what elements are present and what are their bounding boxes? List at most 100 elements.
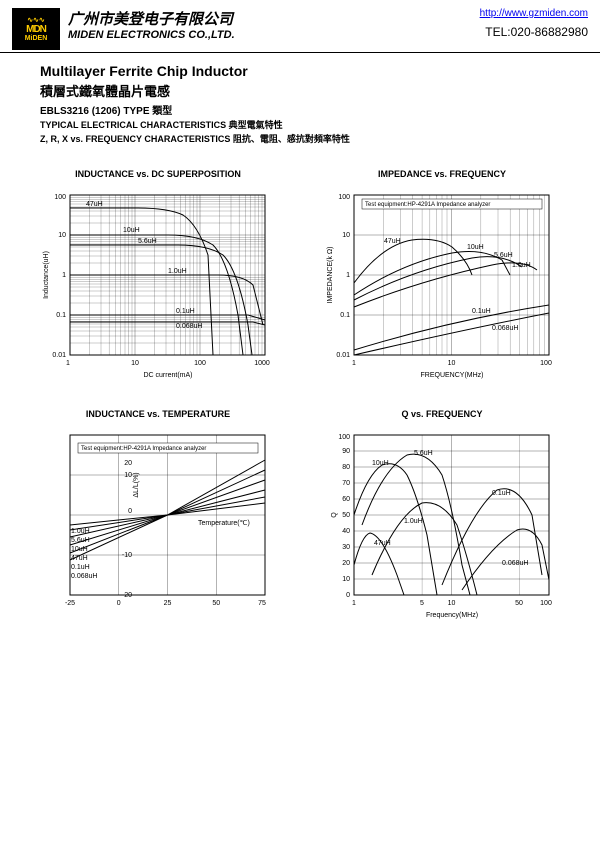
svg-text:100: 100 [540, 600, 552, 607]
svg-text:-20: -20 [122, 592, 132, 599]
svg-text:Inductance(uH): Inductance(uH) [43, 251, 50, 299]
svg-text:75: 75 [258, 600, 266, 607]
svg-text:90: 90 [342, 448, 350, 455]
company-name-block: 广州市美登电子有限公司 MIDEN ELECTRONICS CO.,LTD. [68, 8, 480, 50]
svg-text:FREQUENCY(MHz): FREQUENCY(MHz) [421, 372, 484, 379]
svg-text:Temperature(℃): Temperature(℃) [198, 520, 250, 527]
svg-text:10: 10 [448, 600, 456, 607]
svg-text:0.068uH: 0.068uH [176, 323, 202, 330]
svg-text:0.01: 0.01 [52, 352, 66, 359]
svg-text:1: 1 [62, 272, 66, 279]
svg-text:10: 10 [342, 576, 350, 583]
svg-text:1: 1 [66, 360, 70, 367]
chart-q-freq: Q vs. FREQUENCY [310, 409, 574, 625]
svg-text:5.6uH: 5.6uH [414, 450, 433, 457]
svg-text:0.1uH: 0.1uH [71, 564, 90, 571]
svg-text:60: 60 [342, 496, 350, 503]
chart-canvas: 1 5 10 50 100 0 10 20 30 40 50 60 70 80 … [322, 425, 562, 625]
svg-text:20: 20 [342, 560, 350, 567]
svg-text:47uH: 47uH [86, 201, 103, 208]
svg-text:50: 50 [342, 512, 350, 519]
svg-text:100: 100 [338, 194, 350, 201]
svg-text:100: 100 [540, 360, 552, 367]
svg-text:1: 1 [346, 272, 350, 279]
svg-text:50: 50 [515, 600, 523, 607]
company-name-cn: 广州市美登电子有限公司 [68, 8, 480, 29]
title-cn: 積層式鐵氧體晶片電感 [40, 81, 560, 100]
svg-text:0.1uH: 0.1uH [472, 308, 491, 315]
svg-text:1: 1 [352, 600, 356, 607]
chart-title: INDUCTANCE vs. DC SUPERPOSITION [75, 169, 241, 179]
svg-text:100: 100 [338, 434, 350, 441]
svg-text:25: 25 [164, 600, 172, 607]
title-type: EBLS3216 (1206) TYPE 類型 [40, 102, 560, 117]
chart-impedance-freq: IMPEDANCE vs. FREQUENCY Test equipment:H… [310, 169, 574, 385]
svg-text:1.0uH: 1.0uH [168, 268, 187, 275]
logo-mdn: MDN [26, 24, 46, 35]
svg-text:ΔL/L(%): ΔL/L(%) [133, 472, 140, 497]
svg-text:10: 10 [131, 360, 139, 367]
svg-text:0.068uH: 0.068uH [492, 325, 518, 332]
svg-text:Test equipment:HP-4291A Impeda: Test equipment:HP-4291A Impedance analyz… [365, 202, 490, 208]
svg-text:-10: -10 [122, 552, 132, 559]
svg-text:5.6uH: 5.6uH [71, 537, 90, 544]
title-char2: Z, R, X vs. FREQUENCY CHARACTERISTICS 阻抗… [40, 132, 560, 145]
logo-miden: MiDEN [25, 35, 48, 42]
svg-text:10uH: 10uH [71, 546, 88, 553]
title-main: Multilayer Ferrite Chip Inductor [40, 63, 560, 79]
svg-text:1000: 1000 [254, 360, 270, 367]
svg-text:80: 80 [342, 464, 350, 471]
title-char1: TYPICAL ELECTRICAL CHARACTERISTICS 典型電氣特… [40, 118, 560, 131]
charts-grid: INDUCTANCE vs. DC SUPERPOSITION [0, 151, 600, 645]
svg-text:40: 40 [342, 528, 350, 535]
svg-text:1.0uH: 1.0uH [404, 518, 423, 525]
svg-text:10: 10 [342, 232, 350, 239]
svg-text:DC current(mA): DC current(mA) [143, 372, 192, 379]
svg-text:20: 20 [124, 460, 132, 467]
svg-text:Test equipment:HP-4291A Impeda: Test equipment:HP-4291A Impedance analyz… [81, 446, 206, 452]
svg-text:1.0uH: 1.0uH [512, 262, 531, 269]
company-name-en: MIDEN ELECTRONICS CO.,LTD. [68, 29, 480, 41]
chart-title: IMPEDANCE vs. FREQUENCY [378, 169, 506, 179]
svg-text:Q: Q [331, 512, 338, 518]
chart-canvas: 1 10 100 1000 0.01 0.1 1 10 100 DC curre… [38, 185, 278, 385]
company-logo: ∿∿∿ MDN MiDEN [12, 8, 60, 50]
svg-text:0: 0 [117, 600, 121, 607]
svg-text:1: 1 [352, 360, 356, 367]
chart-inductance-temp: INDUCTANCE vs. TEMPERATURE Test equipmen… [26, 409, 290, 625]
svg-text:5.6uH: 5.6uH [494, 252, 513, 259]
svg-text:10uH: 10uH [123, 227, 140, 234]
svg-text:30: 30 [342, 544, 350, 551]
chart-inductance-dc: INDUCTANCE vs. DC SUPERPOSITION [26, 169, 290, 385]
svg-text:5: 5 [420, 600, 424, 607]
svg-text:5.6uH: 5.6uH [138, 238, 157, 245]
svg-text:0.1: 0.1 [56, 312, 66, 319]
chart-canvas: Test equipment:HP-4291A Impedance analyz… [322, 185, 562, 385]
svg-text:10: 10 [124, 472, 132, 479]
svg-text:0.068uH: 0.068uH [502, 560, 528, 567]
svg-text:50: 50 [212, 600, 220, 607]
svg-text:0.01: 0.01 [336, 352, 350, 359]
svg-text:10: 10 [58, 232, 66, 239]
svg-text:Frequency(MHz): Frequency(MHz) [426, 612, 478, 619]
svg-text:47uH: 47uH [374, 540, 391, 547]
company-url[interactable]: http://www.gzmiden.com [480, 8, 588, 19]
svg-text:70: 70 [342, 480, 350, 487]
svg-text:10: 10 [448, 360, 456, 367]
header: ∿∿∿ MDN MiDEN 广州市美登电子有限公司 MIDEN ELECTRON… [0, 0, 600, 53]
svg-text:-25: -25 [65, 600, 75, 607]
svg-text:47uH: 47uH [71, 555, 88, 562]
svg-text:IMPEDANCE(k Ω): IMPEDANCE(k Ω) [327, 247, 334, 304]
contact-block: http://www.gzmiden.com TEL:020-86882980 [480, 8, 588, 50]
company-tel: TEL:020-86882980 [480, 25, 588, 39]
svg-text:100: 100 [54, 194, 66, 201]
svg-text:0.1: 0.1 [340, 312, 350, 319]
chart-title: INDUCTANCE vs. TEMPERATURE [86, 409, 230, 419]
chart-canvas: Test equipment:HP-4291A Impedance analyz… [38, 425, 278, 625]
svg-text:0.1uH: 0.1uH [492, 490, 511, 497]
svg-text:1.0uH: 1.0uH [71, 528, 90, 535]
svg-text:0: 0 [128, 508, 132, 515]
svg-text:47uH: 47uH [384, 238, 401, 245]
svg-text:10uH: 10uH [372, 460, 389, 467]
chart-title: Q vs. FREQUENCY [401, 409, 482, 419]
